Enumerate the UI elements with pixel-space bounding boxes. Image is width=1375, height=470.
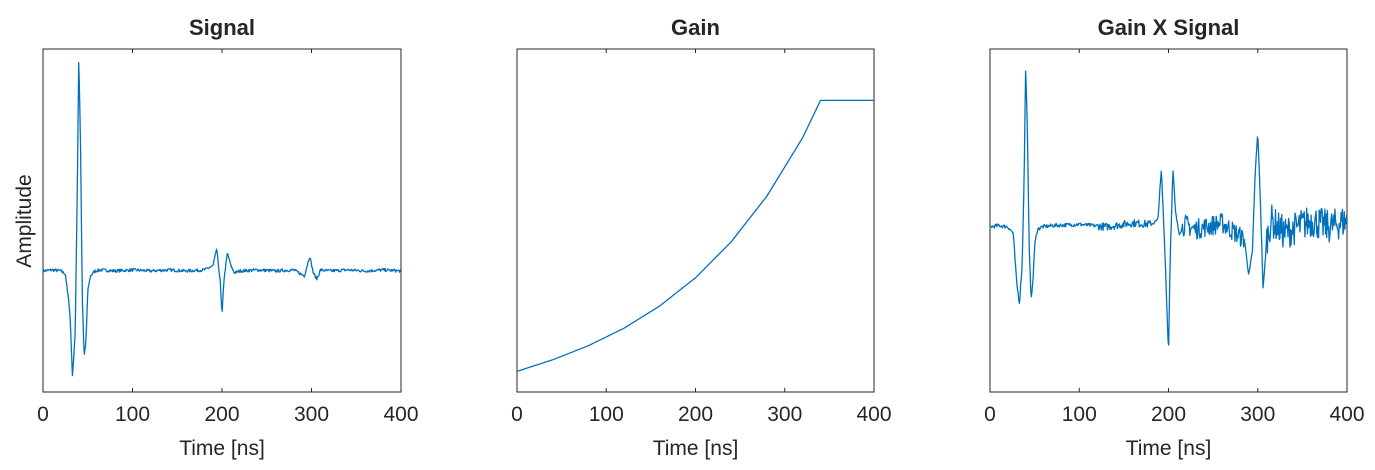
gain-panel: Gain 0 100 200 300 400 Time [ns] (511, 15, 891, 460)
x-tick-label: 0 (37, 403, 49, 426)
y-axis-label: Amplitude (13, 174, 36, 267)
x-tick-label: 300 (767, 403, 802, 426)
series-line (42, 61, 402, 377)
chart-title: Gain (671, 15, 720, 40)
x-tick-label: 0 (984, 403, 996, 426)
series-line (516, 99, 874, 373)
x-tick-label: 300 (294, 403, 329, 426)
x-tick-label: 200 (1151, 403, 1186, 426)
x-tick-label: 200 (204, 403, 239, 426)
x-tick-label: 100 (115, 403, 150, 426)
gain-x-signal-panel: Gain X Signal 0 100 200 300 400 Time [ns] (984, 15, 1364, 460)
chart-title: Gain X Signal (1098, 15, 1240, 40)
chart-title: Signal (189, 15, 255, 40)
signal-panel: Signal 0 100 200 300 400 Time [ns] (37, 15, 418, 460)
x-axis-label: Time [ns] (653, 437, 739, 460)
x-tick-label: 100 (1062, 403, 1097, 426)
x-tick-label: 400 (856, 403, 891, 426)
axes-box (42, 48, 402, 393)
x-tick-label: 0 (511, 403, 523, 426)
x-tick-label: 100 (589, 403, 624, 426)
x-axis-label: Time [ns] (179, 437, 265, 460)
x-tick-label: 400 (1329, 403, 1364, 426)
x-tick-label: 400 (383, 403, 418, 426)
x-tick-label: 300 (1240, 403, 1275, 426)
series-line (989, 70, 1348, 346)
x-tick-label: 200 (678, 403, 713, 426)
x-axis-label: Time [ns] (1126, 437, 1212, 460)
